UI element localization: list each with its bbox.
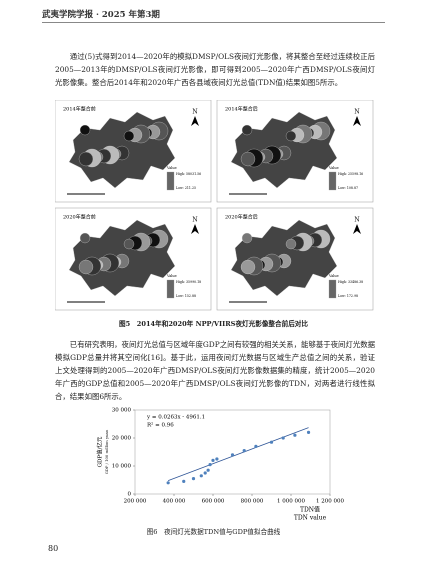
paragraph: 已有研究表明，夜间灯光总值与区域年度GDP之间有较强的相关关系，能够基于夜间灯光…	[55, 340, 375, 401]
north-arrow-shape	[353, 224, 361, 234]
legend-low: Low: 211.25	[176, 186, 196, 190]
legend-high: High: 25598.16	[338, 172, 363, 176]
paragraph: 通过(5)式得到2014—2020年的模拟DMSP/OLS夜间灯光影像，将其整合…	[55, 52, 375, 87]
legend-high: High: 33486.38	[338, 280, 363, 284]
data-point	[211, 458, 215, 462]
map-county	[285, 130, 297, 142]
legend-ramp	[166, 171, 175, 191]
data-point	[293, 433, 297, 437]
data-point	[269, 440, 274, 444]
data-point	[230, 453, 235, 457]
page-number: 80	[48, 544, 59, 553]
data-point	[206, 468, 210, 472]
x-tick-label: 600 000	[202, 499, 225, 505]
chart: 0 10 000 20 000 30 000 200 000 400 000 600 000…	[96, 408, 345, 522]
map-panel: 2014年整合后 N Value High: 25598.16 Low: 108.87	[216, 100, 374, 203]
legend-high: High: 35990.18	[176, 280, 201, 284]
map-county	[285, 238, 297, 250]
map-county	[78, 151, 94, 167]
trend-line	[168, 427, 309, 482]
north-arrow: N	[354, 217, 359, 224]
data-point	[215, 457, 219, 461]
data-point	[242, 449, 246, 453]
map-county	[240, 259, 256, 275]
data-point	[166, 481, 170, 485]
map-county	[240, 151, 256, 167]
map-county	[241, 124, 253, 136]
header-rule	[42, 22, 385, 23]
trend-equation: y = 0.0263x - 4961.1	[146, 415, 205, 421]
map-label: 2014年整合后	[225, 106, 258, 113]
data-point	[208, 463, 212, 467]
legend-title: Value	[328, 166, 339, 170]
legend-title: Value	[328, 274, 339, 278]
legend-low: Low: 152.88	[176, 294, 196, 298]
plot-frame	[134, 409, 331, 495]
y-tick-label: 30 000	[112, 408, 132, 414]
y-axis-title: GDP值/亿元	[96, 436, 104, 467]
north-arrow-shape	[191, 116, 199, 126]
figure-caption: 图5 2014年和2020年 NPP/VIIRS夜灯光影像整合前后对比	[119, 320, 308, 328]
data-point	[203, 471, 207, 475]
north-arrow: N	[354, 109, 359, 116]
map-county	[79, 232, 91, 244]
legend-low: Low: 172.98	[338, 294, 358, 298]
legend-ramp	[166, 279, 175, 299]
data-point	[182, 479, 186, 483]
x-tick-label: 800 000	[241, 499, 264, 505]
x-axis-title: TDN值	[300, 506, 320, 514]
data-point	[254, 444, 258, 448]
map-label: 2020年整合后	[225, 214, 258, 221]
data-point	[306, 430, 311, 434]
map-panel: 2014年整合前 N Value High: 58031.56 Low: 211.25	[55, 100, 212, 203]
legend-ramp	[328, 171, 337, 191]
x-tick-label: 200 000	[124, 499, 147, 505]
north-arrow-shape	[191, 224, 199, 234]
north-arrow-shape	[353, 116, 361, 126]
y-tick-label: 0	[128, 492, 132, 498]
map-panel: 2020年整合后 N Value High: 33486.38 Low: 172.98	[216, 207, 374, 311]
data-point	[191, 477, 196, 481]
map-panel: 2020年整合前 N Value High: 35990.18 Low: 152.88	[55, 207, 212, 311]
x-tick-label: 1 200 000	[316, 499, 344, 505]
data-point	[199, 474, 203, 478]
legend-low: Low: 108.87	[338, 186, 358, 190]
legend-title: Value	[166, 274, 177, 278]
map-county	[123, 238, 135, 250]
trend-r2: R² = 0.96	[147, 422, 174, 429]
y-tick-label: 10 000	[112, 464, 132, 470]
legend-ramp	[328, 279, 337, 299]
legend-high: High: 58031.56	[176, 172, 201, 176]
map-county	[78, 259, 94, 275]
map-label: 2014年整合前	[63, 106, 96, 113]
x-tick-label: 400 000	[163, 499, 186, 505]
data-point	[281, 436, 285, 440]
north-arrow: N	[192, 217, 197, 224]
legend-title: Value	[166, 166, 177, 170]
x-axis-title-en: TDN value	[294, 515, 327, 522]
x-tick-label: 1 000 000	[277, 499, 305, 505]
y-tick-label: 20 000	[112, 436, 132, 442]
north-arrow: N	[192, 109, 197, 116]
map-label: 2020年整合前	[63, 214, 96, 221]
figure-caption: 图6 夜间灯光数据TDN值与GDP值拟合曲线	[146, 528, 281, 536]
y-axis-title-en: GDP / 100 million yuan	[104, 429, 109, 474]
map-county	[123, 130, 135, 142]
running-header: 武夷学院学报 · 2025 年第3期	[42, 10, 160, 20]
map-county	[79, 124, 91, 136]
map-county	[241, 232, 253, 244]
